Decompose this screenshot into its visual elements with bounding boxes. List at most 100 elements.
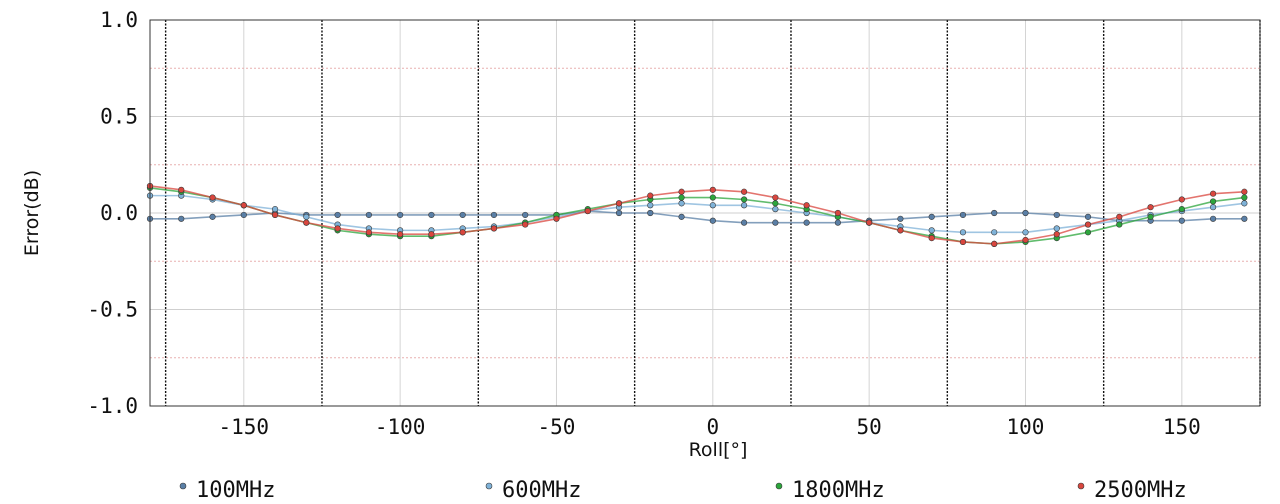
- x-tick-label: 0: [706, 415, 719, 439]
- data-point: [1022, 236, 1029, 244]
- data-point: [709, 194, 716, 201]
- x-tick-label: -50: [538, 415, 576, 439]
- data-point: [1084, 221, 1092, 228]
- data-point: [959, 211, 967, 219]
- data-point: [1241, 188, 1248, 195]
- data-point: [459, 211, 466, 219]
- data-point: [365, 211, 372, 219]
- data-point: [1084, 229, 1092, 236]
- y-tick-label: -0.5: [87, 298, 138, 322]
- data-point: [678, 188, 685, 195]
- series-line: [149, 185, 1245, 245]
- data-point: [178, 186, 185, 193]
- legend-marker: [775, 482, 783, 490]
- data-point: [928, 213, 935, 220]
- y-tick-label: 0.0: [100, 201, 138, 225]
- data-point: [709, 186, 716, 193]
- data-point: [1053, 225, 1060, 232]
- x-axis-label: Roll[°]: [689, 439, 748, 461]
- data-point: [897, 227, 904, 234]
- data-point: [178, 215, 185, 222]
- data-point: [1053, 211, 1060, 219]
- data-point: [522, 211, 529, 219]
- data-point: [1022, 229, 1029, 236]
- data-point: [1241, 215, 1248, 222]
- y-tick-label: 1.0: [100, 8, 138, 32]
- data-point: [209, 213, 216, 220]
- series-line: [150, 210, 1245, 224]
- legend-marker: [179, 482, 187, 490]
- data-point: [459, 229, 466, 236]
- data-point: [428, 231, 435, 238]
- data-point: [834, 219, 841, 226]
- data-point: [334, 211, 341, 219]
- data-point: [959, 238, 967, 246]
- data-point: [365, 229, 372, 236]
- data-point: [1209, 215, 1217, 222]
- data-point: [1209, 204, 1217, 211]
- data-point: [928, 234, 935, 242]
- data-point: [490, 211, 498, 219]
- x-tick-label: 150: [1163, 415, 1201, 439]
- data-point: [334, 225, 341, 232]
- x-tick-label: 100: [1007, 415, 1045, 439]
- data-point: [991, 209, 998, 217]
- y-axis-label: Error(dB): [21, 170, 43, 256]
- data-point: [834, 209, 841, 217]
- data-point: [1241, 200, 1248, 207]
- data-point: [615, 209, 623, 217]
- data-point: [584, 207, 591, 215]
- data-point: [271, 211, 279, 219]
- legend-marker: [485, 482, 493, 490]
- data-point: [647, 202, 654, 209]
- y-tick-label: -1.0: [87, 394, 138, 418]
- y-tick-label: 0.5: [100, 105, 138, 129]
- data-point: [240, 211, 247, 219]
- x-tick-label: -150: [219, 415, 270, 439]
- series-line: [149, 187, 1245, 245]
- data-point: [740, 188, 748, 195]
- series-line: [150, 194, 1245, 234]
- data-point: [991, 240, 998, 247]
- data-point: [772, 206, 779, 213]
- x-tick-label: 50: [857, 415, 882, 439]
- data-point: [897, 215, 904, 222]
- data-point: [866, 219, 873, 226]
- data-point: [709, 202, 716, 209]
- data-point: [1147, 204, 1154, 211]
- data-point: [803, 219, 810, 226]
- data-point: [397, 211, 404, 219]
- legend-marker: [1077, 482, 1085, 490]
- data-point: [1209, 190, 1217, 197]
- data-point: [740, 202, 748, 209]
- data-point: [553, 215, 560, 222]
- data-point: [928, 227, 935, 234]
- data-point: [209, 194, 216, 201]
- data-point: [1053, 231, 1060, 238]
- data-point: [428, 211, 435, 219]
- series-2500MHz: [146, 182, 1248, 247]
- data-point: [740, 196, 748, 203]
- series-layer: [146, 182, 1248, 247]
- x-tick-label: -100: [375, 415, 426, 439]
- data-point: [397, 231, 404, 238]
- legend-label: 600MHz: [502, 478, 581, 503]
- data-point: [959, 229, 967, 236]
- data-point: [709, 217, 716, 224]
- data-point: [1209, 198, 1217, 205]
- data-point: [522, 221, 529, 228]
- x-axis-ticks: -150 -100 -50 0 50 100 150: [219, 415, 1201, 439]
- data-point: [1116, 213, 1123, 220]
- legend-label: 1800MHz: [792, 478, 885, 503]
- data-point: [271, 206, 279, 213]
- data-point: [1178, 196, 1185, 203]
- data-point: [772, 194, 779, 201]
- data-point: [647, 192, 654, 199]
- legend-label: 100MHz: [196, 478, 275, 503]
- data-point: [1147, 213, 1154, 220]
- data-point: [615, 200, 623, 207]
- legend: 100MHz 600MHz 1800MHz 2500MHz: [179, 478, 1187, 503]
- data-point: [303, 219, 310, 226]
- data-point: [1084, 213, 1092, 220]
